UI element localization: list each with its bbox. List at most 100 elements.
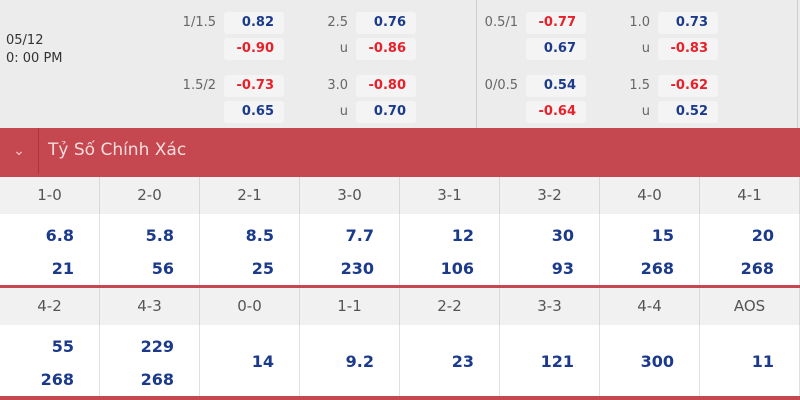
score-label: 2-2 (400, 288, 500, 325)
score-odds-value[interactable]: 7.7 (345, 226, 374, 245)
handicap-away-odds[interactable]: -0.90 (224, 38, 284, 60)
score-label: 3-0 (300, 177, 400, 214)
score-odds-value[interactable]: 9.2 (345, 352, 374, 371)
chevron-down-icon[interactable]: ⌄ (0, 128, 39, 175)
over-odds[interactable]: 0.76 (356, 12, 416, 34)
under-label: u (339, 104, 348, 119)
score-odds-value[interactable]: 21 (51, 259, 74, 278)
score-odds-value[interactable]: 121 (540, 352, 574, 371)
score-odds-value[interactable]: 56 (151, 259, 174, 278)
score-label: 4-4 (600, 288, 700, 325)
divider (797, 0, 798, 128)
score-odds-value[interactable]: 55 (51, 337, 74, 356)
score-label: 2-0 (100, 177, 200, 214)
score-header-row: 4-2 4-3 0-0 1-1 2-2 3-3 4-4 AOS (0, 288, 800, 325)
score-odds-value[interactable]: 25 (251, 259, 274, 278)
score-label: AOS (700, 288, 800, 325)
over-odds[interactable]: -0.80 (356, 75, 416, 97)
correct-score-grid-1: 1-0 2-0 2-1 3-0 3-1 3-2 4-0 4-1 6.8 21 5.8 56 8.5 25 7… (0, 174, 800, 286)
score-odds-value[interactable]: 268 (640, 259, 674, 278)
total-line-label: 1.5 (629, 78, 650, 93)
under-label: u (641, 104, 650, 119)
handicap-label: 0/0.5 (484, 78, 518, 93)
score-odds-value[interactable]: 15 (651, 226, 674, 245)
score-odds-cell: 12 106 (400, 214, 500, 286)
handicap-home-odds[interactable]: 0.82 (224, 12, 284, 34)
over-odds[interactable]: 0.73 (658, 12, 718, 34)
odds-panel: 05/12 0: 00 PM 1/1.5 0.82 -0.90 2.5 0.76 u -0.… (0, 0, 800, 128)
score-odds-value[interactable]: 268 (140, 370, 174, 389)
divider (476, 0, 477, 128)
section-header-correct-score[interactable]: ⌄ Tỷ Số Chính Xác (0, 128, 800, 175)
score-odds-cell: 121 (500, 325, 600, 397)
score-odds-value[interactable]: 5.8 (145, 226, 174, 245)
total-line-label: 3.0 (327, 78, 348, 93)
score-odds-value[interactable]: 14 (251, 352, 274, 371)
match-time: 05/12 0: 00 PM (6, 32, 63, 68)
score-odds-cell: 5.8 56 (100, 214, 200, 286)
under-label: u (339, 41, 348, 56)
score-odds-value[interactable]: 229 (140, 337, 174, 356)
score-header-row: 1-0 2-0 2-1 3-0 3-1 3-2 4-0 4-1 (0, 177, 800, 214)
over-odds[interactable]: -0.62 (658, 75, 718, 97)
score-odds-cell: 6.8 21 (0, 214, 100, 286)
handicap-home-odds[interactable]: 0.54 (526, 75, 586, 97)
score-odds-cell: 15 268 (600, 214, 700, 286)
score-odds-cell: 23 (400, 325, 500, 397)
total-line-label: 1.0 (629, 15, 650, 30)
section-title: Tỷ Số Chính Xác (48, 140, 187, 160)
score-odds-cell: 229 268 (100, 325, 200, 397)
score-values-row: 55 268 229 268 14 9.2 23 121 300 11 (0, 325, 800, 397)
divider (0, 396, 800, 400)
score-odds-value[interactable]: 268 (40, 370, 74, 389)
under-odds[interactable]: 0.52 (658, 101, 718, 123)
match-clock: 0: 00 PM (6, 51, 63, 66)
score-odds-value[interactable]: 8.5 (245, 226, 274, 245)
score-label: 3-2 (500, 177, 600, 214)
under-label: u (641, 41, 650, 56)
score-odds-value[interactable]: 30 (551, 226, 574, 245)
score-odds-cell: 11 (700, 325, 800, 397)
score-odds-value[interactable]: 300 (640, 352, 674, 371)
handicap-label: 1.5/2 (182, 78, 216, 93)
score-odds-value[interactable]: 106 (440, 259, 474, 278)
handicap-home-odds[interactable]: -0.77 (526, 12, 586, 34)
score-odds-cell: 55 268 (0, 325, 100, 397)
score-odds-value[interactable]: 6.8 (45, 226, 74, 245)
score-odds-cell: 300 (600, 325, 700, 397)
handicap-away-odds[interactable]: -0.64 (526, 101, 586, 123)
handicap-away-odds[interactable]: 0.67 (526, 38, 586, 60)
score-label: 2-1 (200, 177, 300, 214)
score-odds-cell: 30 93 (500, 214, 600, 286)
score-odds-cell: 7.7 230 (300, 214, 400, 286)
score-odds-value[interactable]: 93 (551, 259, 574, 278)
score-label: 1-1 (300, 288, 400, 325)
score-odds-cell: 20 268 (700, 214, 800, 286)
match-date: 05/12 (6, 33, 44, 48)
score-odds-value[interactable]: 11 (751, 352, 774, 371)
under-odds[interactable]: 0.70 (356, 101, 416, 123)
score-odds-value[interactable]: 230 (340, 259, 374, 278)
score-odds-value[interactable]: 20 (751, 226, 774, 245)
under-odds[interactable]: -0.83 (658, 38, 718, 60)
score-label: 3-3 (500, 288, 600, 325)
score-label: 4-2 (0, 288, 100, 325)
score-values-row: 6.8 21 5.8 56 8.5 25 7.7 230 12 106 30 93 15 268 20 268 (0, 214, 800, 286)
score-label: 0-0 (200, 288, 300, 325)
handicap-label: 1/1.5 (182, 15, 216, 30)
score-odds-value[interactable]: 23 (451, 352, 474, 371)
under-odds[interactable]: -0.86 (356, 38, 416, 60)
score-label: 4-1 (700, 177, 800, 214)
score-label: 1-0 (0, 177, 100, 214)
score-label: 4-3 (100, 288, 200, 325)
handicap-away-odds[interactable]: 0.65 (224, 101, 284, 123)
handicap-home-odds[interactable]: -0.73 (224, 75, 284, 97)
score-odds-value[interactable]: 12 (451, 226, 474, 245)
correct-score-grid-2: 4-2 4-3 0-0 1-1 2-2 3-3 4-4 AOS 55 268 229 268 14 9.2… (0, 285, 800, 397)
score-odds-cell: 9.2 (300, 325, 400, 397)
score-odds-cell: 14 (200, 325, 300, 397)
score-odds-value[interactable]: 268 (740, 259, 774, 278)
score-odds-cell: 8.5 25 (200, 214, 300, 286)
score-label: 4-0 (600, 177, 700, 214)
total-line-label: 2.5 (327, 15, 348, 30)
